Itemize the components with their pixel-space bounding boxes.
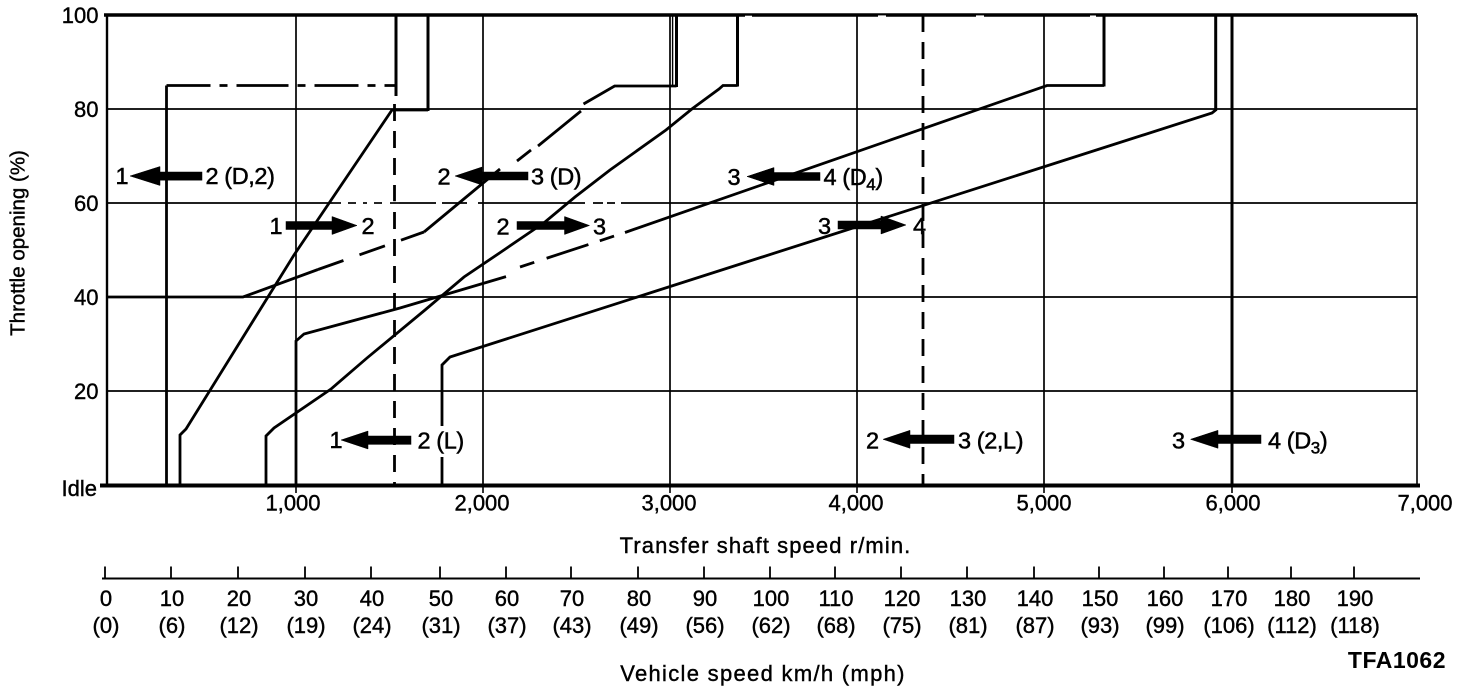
svg-text:Throttle opening (%): Throttle opening (%): [7, 150, 30, 336]
svg-text:80: 80: [627, 586, 651, 611]
svg-text:Idle: Idle: [62, 476, 97, 501]
svg-text:(0): (0): [93, 613, 120, 638]
svg-text:2: 2: [362, 213, 375, 239]
svg-text:130: 130: [950, 586, 987, 611]
svg-text:3: 3: [818, 213, 831, 239]
svg-text:4 (D3): 4 (D3): [1268, 428, 1327, 458]
svg-text:(106): (106): [1203, 613, 1254, 638]
svg-text:3: 3: [1172, 428, 1185, 454]
svg-text:(19): (19): [286, 613, 325, 638]
svg-text:10: 10: [160, 586, 184, 611]
svg-text:170: 170: [1211, 586, 1248, 611]
svg-text:100: 100: [62, 3, 99, 28]
svg-text:3,000: 3,000: [641, 491, 696, 516]
svg-text:2,000: 2,000: [454, 491, 509, 516]
svg-text:60: 60: [74, 191, 98, 216]
svg-text:80: 80: [74, 97, 98, 122]
svg-text:2: 2: [866, 428, 879, 454]
svg-text:1,000: 1,000: [265, 491, 320, 516]
svg-text:(62): (62): [751, 613, 790, 638]
svg-text:3: 3: [728, 164, 741, 190]
svg-text:50: 50: [429, 586, 453, 611]
svg-text:2 (D,2): 2 (D,2): [206, 163, 275, 189]
svg-text:4 (D4): 4 (D4): [824, 164, 883, 194]
svg-text:7,000: 7,000: [1397, 491, 1452, 516]
svg-text:3: 3: [593, 214, 606, 240]
svg-text:(81): (81): [948, 613, 987, 638]
svg-text:5,000: 5,000: [1016, 491, 1071, 516]
svg-text:1: 1: [116, 163, 129, 189]
svg-text:6,000: 6,000: [1205, 491, 1260, 516]
svg-text:(37): (37): [487, 613, 526, 638]
svg-text:Transfer shaft speed r/min.: Transfer shaft speed r/min.: [620, 533, 912, 558]
svg-text:(75): (75): [882, 613, 921, 638]
svg-text:(24): (24): [352, 613, 391, 638]
svg-text:40: 40: [74, 285, 98, 310]
svg-text:30: 30: [294, 586, 318, 611]
svg-text:180: 180: [1274, 586, 1311, 611]
svg-text:(118): (118): [1330, 613, 1380, 638]
svg-text:3 (D): 3 (D): [531, 164, 581, 190]
svg-text:(12): (12): [219, 613, 258, 638]
svg-text:(99): (99): [1145, 613, 1184, 638]
svg-text:120: 120: [884, 586, 921, 611]
svg-text:TFA1062: TFA1062: [1348, 647, 1446, 673]
svg-text:(68): (68): [816, 613, 855, 638]
svg-text:(56): (56): [685, 613, 724, 638]
svg-text:160: 160: [1147, 586, 1184, 611]
svg-text:20: 20: [74, 379, 98, 404]
svg-text:(49): (49): [619, 613, 658, 638]
svg-text:(93): (93): [1080, 613, 1119, 638]
svg-text:2: 2: [497, 214, 510, 240]
svg-text:4,000: 4,000: [828, 491, 883, 516]
svg-text:60: 60: [495, 586, 519, 611]
svg-text:110: 110: [818, 586, 853, 611]
svg-text:2 (L): 2 (L): [418, 428, 464, 454]
svg-text:140: 140: [1017, 586, 1054, 611]
svg-text:70: 70: [560, 586, 584, 611]
svg-text:(31): (31): [421, 613, 460, 638]
svg-text:2: 2: [438, 164, 451, 190]
svg-text:1: 1: [330, 427, 343, 453]
svg-text:40: 40: [360, 586, 384, 611]
svg-text:190: 190: [1337, 586, 1374, 611]
svg-text:20: 20: [227, 586, 251, 611]
svg-text:(43): (43): [552, 613, 591, 638]
svg-text:150: 150: [1082, 586, 1119, 611]
svg-text:(87): (87): [1015, 613, 1054, 638]
svg-text:90: 90: [693, 586, 717, 611]
svg-text:100: 100: [753, 586, 790, 611]
svg-text:4: 4: [913, 213, 926, 239]
svg-text:Vehicle speed km/h (mph): Vehicle speed km/h (mph): [620, 661, 906, 686]
svg-text:3 (2,L): 3 (2,L): [958, 428, 1023, 454]
svg-text:0: 0: [100, 586, 112, 611]
svg-text:1: 1: [270, 213, 283, 239]
svg-text:(112): (112): [1267, 613, 1317, 638]
svg-text:(6): (6): [159, 613, 186, 638]
